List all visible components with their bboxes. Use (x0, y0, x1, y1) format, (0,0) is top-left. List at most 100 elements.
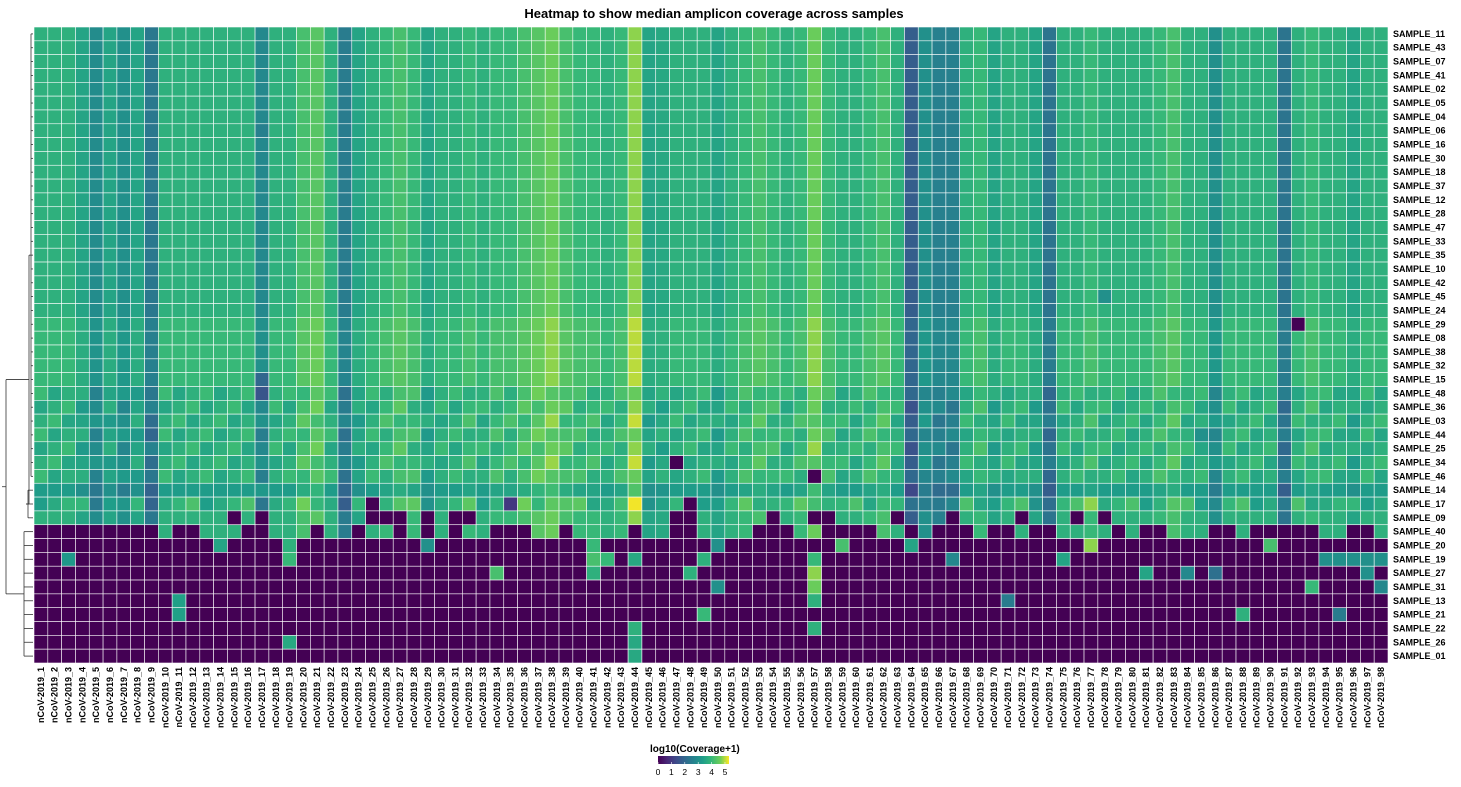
heatmap-cell (1332, 621, 1347, 636)
heatmap-cell (1014, 40, 1030, 55)
heatmap-cell (835, 151, 850, 166)
heatmap-cell (1263, 54, 1278, 69)
heatmap-cell (130, 358, 145, 373)
heatmap-cell (1097, 247, 1112, 263)
heatmap-cell (1373, 68, 1389, 83)
heatmap-cell (1056, 40, 1071, 55)
heatmap-cell (586, 399, 601, 415)
heatmap-cell (752, 593, 767, 608)
heatmap-cell (613, 95, 629, 111)
heatmap-cell (1111, 399, 1126, 415)
heatmap-cell (586, 372, 601, 387)
heatmap-cell (1290, 275, 1306, 290)
heatmap-cell (434, 648, 449, 664)
heatmap-cell (213, 82, 228, 97)
heatmap-cell (669, 247, 684, 263)
heatmap-cell (1221, 648, 1237, 664)
heatmap-cell (1014, 344, 1030, 360)
heatmap-cell (821, 621, 836, 636)
heatmap-cell (779, 593, 795, 608)
heatmap-cell (158, 552, 173, 567)
heatmap-cell (1235, 275, 1251, 290)
heatmap-cell (61, 206, 76, 221)
heatmap-cell (365, 607, 380, 622)
heatmap-cell (600, 206, 615, 221)
heatmap-cell (655, 303, 670, 318)
heatmap-cell (1166, 178, 1182, 194)
heatmap-cell (904, 40, 919, 55)
heatmap-cell (240, 164, 256, 180)
heatmap-cell (683, 372, 698, 387)
heatmap-cell (765, 54, 781, 69)
heatmap-cell (1139, 482, 1154, 498)
heatmap-cell (448, 482, 463, 498)
heatmap-cell (945, 95, 961, 111)
heatmap-cell (890, 164, 905, 180)
heatmap-cell (821, 317, 836, 332)
heatmap-cell (765, 261, 781, 277)
heatmap-cell (613, 441, 629, 456)
heatmap-cell (1000, 247, 1016, 263)
heatmap-cell (116, 95, 132, 111)
heatmap-cell (558, 220, 574, 235)
heatmap-cell (600, 524, 615, 539)
heatmap-cell (821, 386, 836, 401)
heatmap-cell (1152, 496, 1168, 512)
heatmap-cell (1304, 289, 1320, 304)
heatmap-cell (1166, 538, 1182, 553)
heatmap-cell (793, 82, 809, 97)
heatmap-cell (835, 635, 850, 650)
heatmap-cell (144, 95, 159, 111)
heatmap-cell (600, 538, 615, 553)
heatmap-cell (586, 579, 601, 595)
heatmap-cell (821, 469, 836, 484)
heatmap-cell (1304, 178, 1320, 194)
heatmap-cell (586, 413, 601, 429)
heatmap-cell (296, 95, 311, 111)
heatmap-cell (1373, 275, 1389, 290)
heatmap-cell (1111, 220, 1126, 235)
heatmap-cell (144, 565, 159, 581)
heatmap-cell (1000, 137, 1016, 152)
heatmap-cell (1166, 330, 1182, 346)
heatmap-cell (779, 413, 795, 429)
heatmap-cell (973, 26, 988, 42)
heatmap-cell (904, 317, 919, 332)
heatmap-cell (669, 192, 684, 208)
heatmap-cell (392, 621, 408, 636)
heatmap-cell (227, 178, 242, 194)
heatmap-cell (531, 68, 546, 83)
heatmap-cell (890, 621, 905, 636)
heatmap-cell (130, 275, 145, 290)
heatmap-cell (1097, 552, 1112, 567)
heatmap-cell (337, 372, 353, 387)
heatmap-cell (61, 151, 76, 166)
heatmap-cell (710, 137, 726, 152)
heatmap-cell (1332, 261, 1347, 277)
heatmap-cell (116, 552, 132, 567)
heatmap-cell (406, 455, 422, 470)
heatmap-cell (600, 109, 615, 125)
heatmap-cell (779, 386, 795, 401)
heatmap-cell (669, 496, 684, 512)
heatmap-cell (185, 524, 201, 539)
heatmap-cell (1249, 164, 1264, 180)
heatmap-cell (1346, 427, 1361, 443)
heatmap-cell (33, 68, 49, 83)
heatmap-cell (558, 579, 574, 595)
heatmap-cell (1346, 399, 1361, 415)
heatmap-cell (158, 289, 173, 304)
heatmap-cell (392, 344, 408, 360)
heatmap-cell (1139, 427, 1154, 443)
heatmap-cell (1304, 275, 1320, 290)
heatmap-cell (199, 289, 214, 304)
heatmap-cell (752, 413, 767, 429)
heatmap-cell (1360, 552, 1375, 567)
heatmap-cell (213, 26, 228, 42)
heatmap-cell (848, 399, 864, 415)
heatmap-cell (240, 317, 256, 332)
heatmap-cell (268, 552, 284, 567)
heatmap-cell (448, 593, 463, 608)
heatmap-cell (1249, 151, 1264, 166)
heatmap-cell (931, 26, 947, 42)
